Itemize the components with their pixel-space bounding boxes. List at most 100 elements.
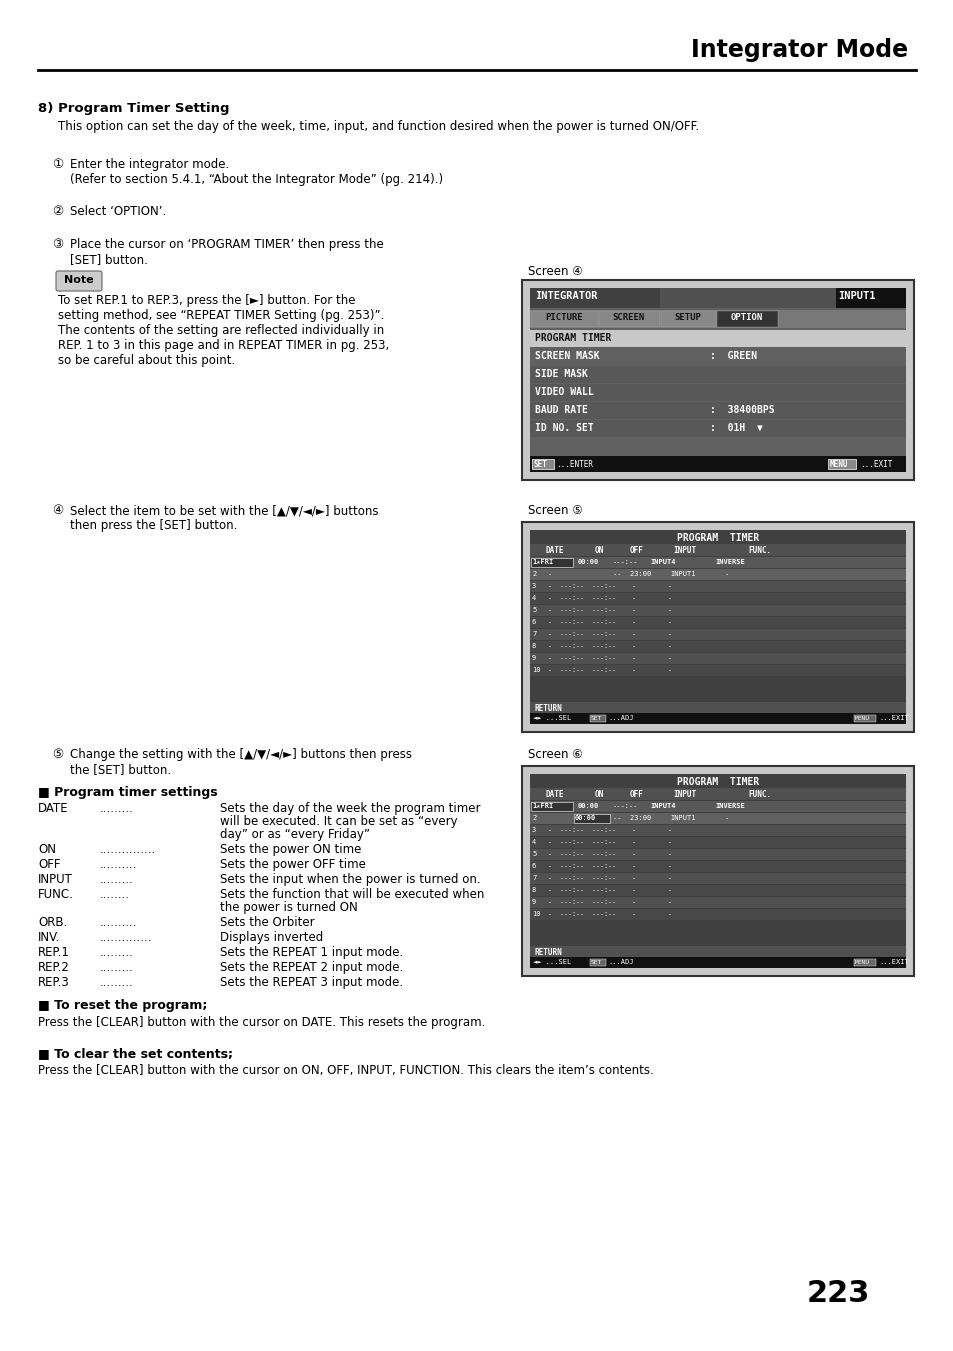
Text: OFF: OFF — [629, 546, 643, 555]
Text: SCREEN: SCREEN — [612, 313, 644, 322]
Bar — [530, 957, 905, 969]
Text: This option can set the day of the week, time, input, and function desired when : This option can set the day of the week,… — [58, 120, 699, 132]
Text: OFF: OFF — [629, 790, 643, 798]
Text: INTEGRATOR: INTEGRATOR — [535, 290, 597, 301]
Text: Select ‘OPTION’.: Select ‘OPTION’. — [70, 205, 166, 218]
Bar — [530, 366, 905, 382]
Text: Sets the function that will be executed when: Sets the function that will be executed … — [220, 888, 484, 901]
Text: Sets the day of the week the program timer: Sets the day of the week the program tim… — [220, 802, 480, 815]
Bar — [521, 280, 913, 480]
Text: PROGRAM  TIMER: PROGRAM TIMER — [677, 777, 759, 788]
Text: Place the cursor on ‘PROGRAM TIMER’ then press the: Place the cursor on ‘PROGRAM TIMER’ then… — [70, 238, 383, 251]
Text: Note: Note — [64, 276, 93, 285]
Text: 6: 6 — [532, 619, 536, 626]
Text: [SET] button.: [SET] button. — [70, 253, 148, 266]
Text: Press the [CLEAR] button with the cursor on DATE. This resets the program.: Press the [CLEAR] button with the cursor… — [38, 1016, 485, 1029]
Text: --  23:00: -- 23:00 — [613, 571, 651, 577]
Text: :  01H  ▼: : 01H ▼ — [709, 423, 762, 434]
Text: -  ---:--  ---:--    -        -: - ---:-- ---:-- - - — [547, 619, 671, 626]
Bar — [530, 288, 659, 308]
Text: (Refer to section 5.4.1, “About the Integrator Mode” (pg. 214).): (Refer to section 5.4.1, “About the Inte… — [70, 173, 442, 186]
Text: the power is turned ON: the power is turned ON — [220, 901, 357, 915]
Bar — [853, 959, 875, 966]
Text: Screen ⑥: Screen ⑥ — [527, 748, 582, 761]
Text: ...ADJ: ...ADJ — [607, 959, 633, 965]
Text: the [SET] button.: the [SET] button. — [70, 763, 171, 775]
Text: 00:00: 00:00 — [578, 802, 598, 809]
Bar — [532, 459, 554, 469]
Text: Displays inverted: Displays inverted — [220, 931, 323, 944]
Text: ---:--: ---:-- — [613, 559, 638, 565]
Text: -  ---:--  ---:--    -        -: - ---:-- ---:-- - - — [547, 888, 671, 893]
Bar — [853, 715, 875, 721]
Text: ...............: ............... — [100, 843, 156, 857]
Bar — [530, 640, 905, 653]
Text: ①: ① — [52, 158, 63, 172]
Bar — [530, 825, 905, 836]
Text: Sets the power ON time: Sets the power ON time — [220, 843, 361, 857]
Bar — [717, 311, 778, 327]
Text: 8: 8 — [532, 888, 536, 893]
Text: PICTURE: PICTURE — [544, 313, 582, 322]
Text: ◄► ...SEL: ◄► ...SEL — [533, 959, 571, 965]
Bar — [530, 569, 905, 580]
Bar — [589, 959, 605, 966]
Text: INV.: INV. — [38, 931, 60, 944]
Text: 1★FRI: 1★FRI — [532, 559, 553, 565]
Bar — [660, 311, 716, 327]
Text: 5: 5 — [532, 607, 536, 613]
Text: MENU: MENU — [829, 459, 847, 469]
Text: .........: ......... — [100, 961, 133, 974]
Text: then press the [SET] button.: then press the [SET] button. — [70, 519, 237, 532]
Bar — [530, 838, 905, 848]
Text: ON: ON — [38, 843, 56, 857]
Bar — [530, 557, 905, 567]
Text: ⑤: ⑤ — [52, 748, 63, 761]
Text: REP.1: REP.1 — [38, 946, 70, 959]
Text: -  ---:--  ---:--    -        -: - ---:-- ---:-- - - — [547, 898, 671, 905]
Text: ■ To clear the set contents;: ■ To clear the set contents; — [38, 1047, 233, 1061]
Text: INVERSE: INVERSE — [714, 802, 744, 809]
Text: -: - — [547, 571, 552, 577]
Text: INPUT4: INPUT4 — [649, 802, 675, 809]
Bar — [530, 457, 905, 471]
Bar — [530, 605, 905, 616]
Text: To set REP.1 to REP.3, press the [►] button. For the
setting method, see “REPEAT: To set REP.1 to REP.3, press the [►] but… — [58, 295, 389, 367]
Text: MENU: MENU — [854, 716, 869, 721]
Bar — [530, 581, 905, 592]
Text: -  ---:--  ---:--    -        -: - ---:-- ---:-- - - — [547, 667, 671, 673]
Text: ........: ........ — [100, 888, 130, 901]
Bar — [530, 288, 905, 471]
Bar — [521, 521, 913, 732]
Text: DATE: DATE — [545, 546, 564, 555]
Text: MENU: MENU — [854, 961, 869, 965]
Text: ■ To reset the program;: ■ To reset the program; — [38, 998, 207, 1012]
Bar — [530, 909, 905, 920]
Text: ②: ② — [52, 205, 63, 218]
Text: RETURN: RETURN — [535, 948, 562, 957]
Text: INPUT1: INPUT1 — [669, 815, 695, 821]
Text: ---:--: ---:-- — [613, 802, 638, 809]
Text: -  ---:--  ---:--    -        -: - ---:-- ---:-- - - — [547, 875, 671, 881]
Text: -  ---:--  ---:--    -        -: - ---:-- ---:-- - - — [547, 863, 671, 869]
Bar — [530, 384, 905, 401]
Text: ■ Program timer settings: ■ Program timer settings — [38, 786, 217, 798]
Text: ③: ③ — [52, 238, 63, 251]
Text: Select the item to be set with the [▲/▼/◄/►] buttons: Select the item to be set with the [▲/▼/… — [70, 504, 378, 517]
Text: ..........: .......... — [100, 916, 137, 929]
Text: PROGRAM TIMER: PROGRAM TIMER — [535, 332, 611, 343]
Text: RETURN: RETURN — [535, 704, 562, 713]
Text: OFF: OFF — [38, 858, 60, 871]
Text: -  ---:--  ---:--    -        -: - ---:-- ---:-- - - — [547, 839, 671, 844]
Text: Sets the input when the power is turned on.: Sets the input when the power is turned … — [220, 873, 480, 886]
Bar — [530, 665, 905, 676]
Text: ..............: .............. — [100, 931, 152, 944]
Text: -  ---:--  ---:--    -        -: - ---:-- ---:-- - - — [547, 584, 671, 589]
Bar — [530, 617, 905, 628]
Text: FUNC.: FUNC. — [38, 888, 73, 901]
Bar — [530, 630, 905, 640]
Bar — [574, 815, 609, 823]
Bar — [530, 801, 905, 812]
Text: Integrator Mode: Integrator Mode — [690, 38, 907, 62]
Bar — [530, 774, 905, 969]
